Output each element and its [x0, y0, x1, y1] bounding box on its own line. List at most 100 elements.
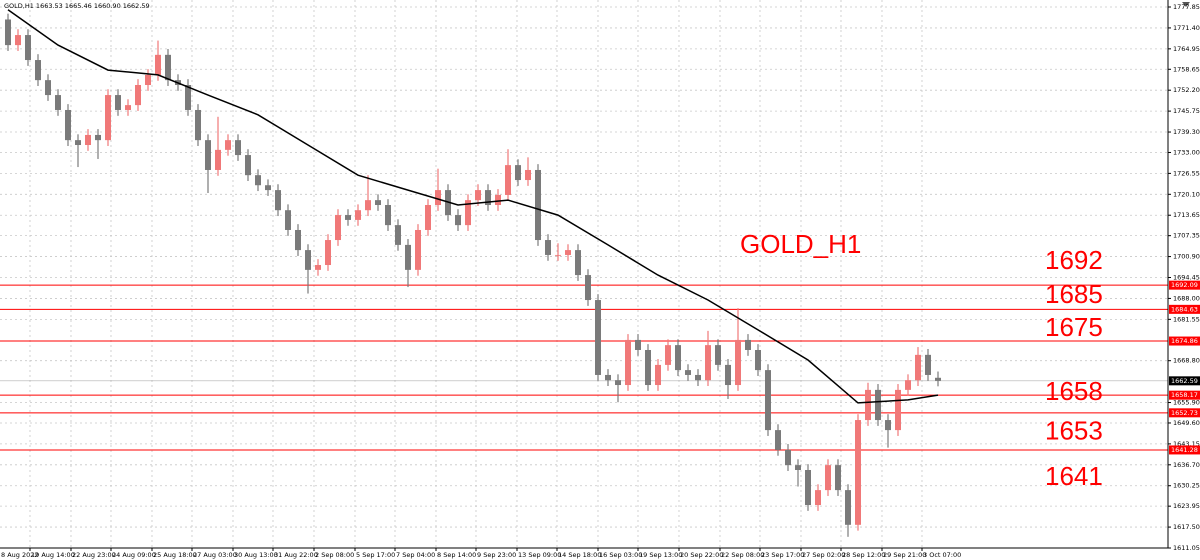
level-annotation: 1692	[1045, 245, 1103, 275]
y-tick-label: 1681.55	[1173, 315, 1200, 323]
current-price-box	[1169, 376, 1200, 386]
candle-body	[925, 354, 931, 375]
candle-body	[355, 210, 361, 220]
candle-body	[915, 354, 921, 381]
candle-body	[855, 420, 861, 525]
candle-body	[305, 250, 311, 270]
level-price-label: 1692.09	[1171, 281, 1198, 289]
y-tick-label: 1758.65	[1173, 65, 1200, 73]
candle-body	[845, 490, 851, 525]
x-tick-label: 28 Sep 12:00	[842, 551, 885, 559]
x-tick-label: 22 Sep 08:00	[721, 551, 764, 559]
candle-body	[215, 149, 221, 170]
candle-body	[415, 229, 421, 270]
candle-body	[525, 169, 531, 181]
y-tick-label: 1623.95	[1173, 502, 1200, 510]
candle-body	[395, 225, 401, 245]
candle-body	[825, 465, 831, 491]
candle-body	[315, 265, 321, 270]
candle-body	[365, 200, 371, 211]
candle-body	[485, 190, 491, 206]
candle-body	[755, 349, 761, 371]
candle-body	[765, 370, 771, 431]
x-tick-label: 25 Aug 18:00	[153, 551, 197, 559]
level-annotation: 1658	[1045, 376, 1103, 406]
level-price-label: 1658.17	[1171, 391, 1198, 399]
x-tick-label: 22 Aug 23:00	[72, 551, 116, 559]
y-tick-label: 1611.05	[1173, 544, 1200, 552]
y-tick-label: 1688.00	[1173, 294, 1200, 302]
candle-body	[725, 364, 731, 386]
candle-body	[55, 95, 61, 110]
candle-body	[465, 200, 471, 226]
level-annotation: 1685	[1045, 279, 1103, 309]
y-tick-label: 1720.10	[1173, 190, 1200, 198]
level-price-label: 1652.73	[1171, 409, 1198, 417]
candle-body	[185, 85, 191, 110]
level-price-label: 1641.28	[1171, 446, 1198, 454]
y-tick-label: 1713.65	[1173, 211, 1200, 219]
x-tick-label: 5 Sep 17:00	[356, 551, 395, 559]
y-tick-label: 1777.85	[1173, 3, 1200, 11]
level-price-label: 1674.86	[1171, 337, 1198, 345]
candle-body	[775, 430, 781, 450]
x-tick-label: 2 Sep 08:00	[315, 551, 354, 559]
candle-body	[285, 210, 291, 230]
plot	[0, 9, 1168, 537]
level-price-box	[1169, 304, 1200, 314]
candle-body	[865, 389, 871, 421]
candle-body	[705, 345, 711, 381]
x-tick-label: 7 Sep 04:00	[396, 551, 435, 559]
scroll-icon[interactable]	[1182, 2, 1190, 7]
candle-body	[665, 345, 671, 365]
y-tick-label: 1649.60	[1173, 419, 1200, 427]
candle-body	[645, 349, 651, 386]
x-tick-label: 9 Sep 23:00	[477, 551, 516, 559]
candle-body	[115, 95, 121, 110]
candle-body	[555, 254, 561, 256]
candle-body	[5, 19, 11, 46]
candle-body	[495, 194, 501, 206]
candle-body	[805, 469, 811, 506]
candle-body	[425, 205, 431, 230]
y-tick-label: 1655.90	[1173, 399, 1200, 407]
candle-body	[735, 339, 741, 386]
candle-body	[85, 134, 91, 146]
candle-body	[685, 370, 691, 375]
y-tick-label: 1764.95	[1173, 45, 1200, 53]
y-tick-label: 1617.50	[1173, 523, 1200, 531]
candle-body	[25, 35, 31, 61]
candle-body	[435, 190, 441, 206]
level-annotation: 1641	[1045, 461, 1103, 491]
candle-body	[165, 54, 171, 81]
y-tick-label: 1739.30	[1173, 128, 1200, 136]
x-tick-label: 30 Aug 13:00	[234, 551, 278, 559]
level-price-box	[1169, 390, 1200, 400]
candle-body	[45, 80, 51, 96]
y-tick-label: 1726.55	[1173, 169, 1200, 177]
x-tick-label: 8 Sep 14:00	[437, 551, 476, 559]
candle-body	[575, 250, 581, 276]
annotation: GOLD_H1	[740, 229, 861, 259]
candle-body	[145, 74, 151, 86]
x-tick-label: 20 Sep 22:00	[680, 551, 723, 559]
candle-body	[105, 95, 111, 141]
candle-body	[535, 169, 541, 241]
x-tick-label: 8 Aug 2022	[1, 551, 39, 559]
level-annotation: 1653	[1045, 416, 1103, 446]
candle-body	[225, 140, 231, 150]
x-tick-label: 24 Aug 09:00	[112, 551, 156, 559]
x-tick-label: 3 Oct 07:00	[923, 551, 961, 559]
candle-body	[785, 449, 791, 466]
grid	[0, 0, 1168, 549]
candle-body	[385, 205, 391, 226]
y-tick-label: 1694.45	[1173, 274, 1200, 282]
candle-body	[195, 109, 201, 141]
candle-body	[75, 140, 81, 146]
candle-body	[635, 339, 641, 350]
candle-body	[265, 185, 271, 191]
candle-body	[795, 465, 801, 470]
